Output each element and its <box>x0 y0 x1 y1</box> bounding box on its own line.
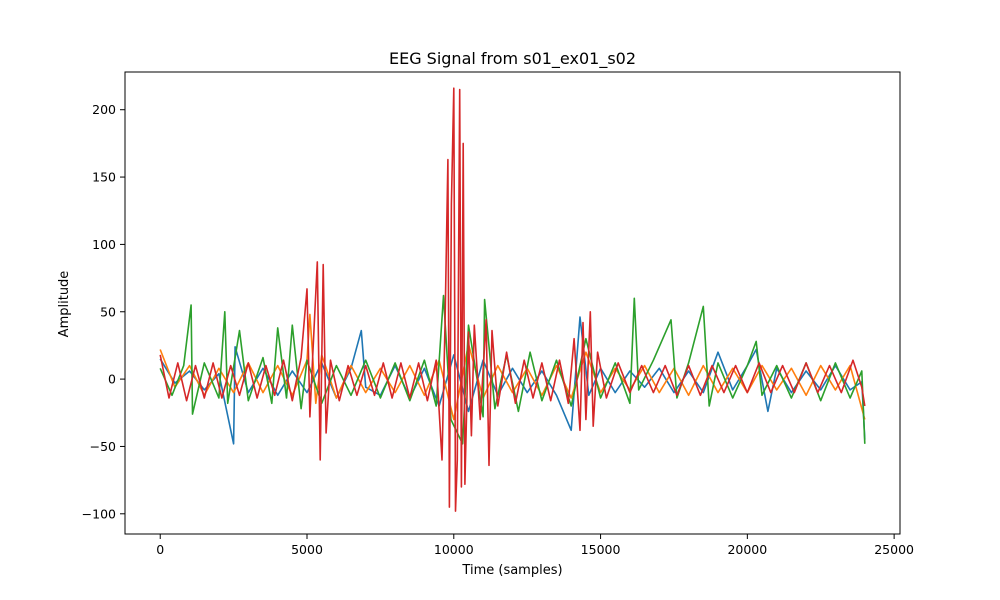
x-tick-label: 15000 <box>581 542 621 557</box>
chart-title: EEG Signal from s01_ex01_s02 <box>389 49 636 69</box>
series-line-3 <box>159 294 866 445</box>
x-axis-label: Time (samples) <box>461 563 562 578</box>
x-tick-label: 0 <box>156 542 164 557</box>
y-tick-label: 0 <box>108 372 116 387</box>
y-tick-label: 200 <box>92 102 116 117</box>
y-tick-label: 150 <box>92 170 116 185</box>
y-axis-label: Amplitude <box>57 271 72 338</box>
y-tick-label: 100 <box>92 237 116 252</box>
series-layer <box>159 87 866 512</box>
x-tick-label: 5000 <box>291 542 323 557</box>
y-tick-label: −50 <box>90 439 116 454</box>
plot-frame <box>124 71 901 535</box>
x-tick-label: 10000 <box>434 542 474 557</box>
x-axis-ticks: 0 5000 10000 15000 20000 25000 <box>156 534 914 557</box>
series-line-2 <box>159 313 866 421</box>
x-tick-label: 25000 <box>874 542 914 557</box>
x-tick-label: 20000 <box>727 542 767 557</box>
y-axis-ticks: −100 −50 0 50 100 150 200 <box>82 102 125 521</box>
y-tick-label: 50 <box>100 304 116 319</box>
series-line-4 <box>159 87 866 512</box>
y-tick-label: −100 <box>82 506 116 521</box>
